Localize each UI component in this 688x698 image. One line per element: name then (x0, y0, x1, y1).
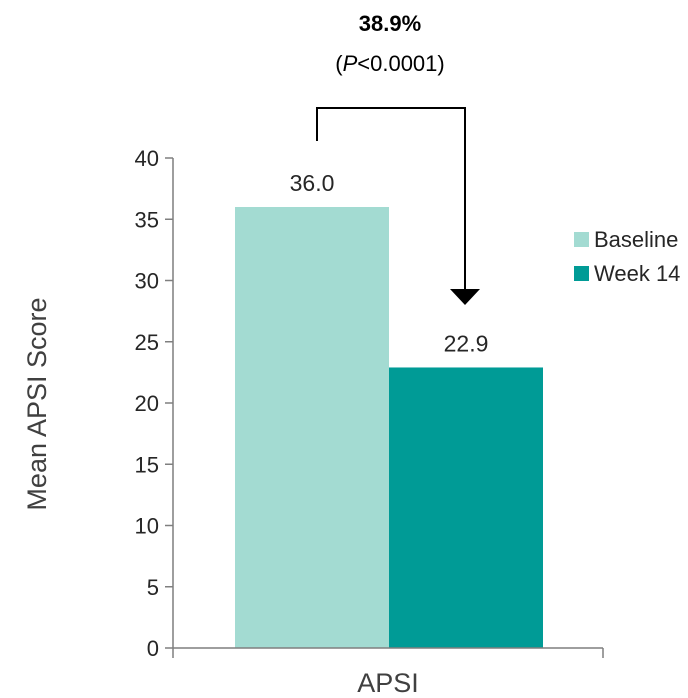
legend-swatch (574, 266, 589, 281)
y-tick-label: 20 (135, 391, 159, 416)
legend-label: Week 14 (594, 261, 680, 286)
y-tick-label: 40 (135, 146, 159, 171)
x-axis-label: APSI (357, 668, 419, 698)
annotation-p-value: (P<0.0001) (335, 51, 444, 76)
data-label: 22.9 (444, 330, 489, 356)
annotation-percent: 38.9% (359, 11, 421, 36)
y-axis-label: Mean APSI Score (22, 297, 52, 510)
y-tick-label: 10 (135, 514, 159, 539)
bar-baseline (235, 207, 389, 648)
annotation-bracket (316, 107, 466, 290)
y-tick-label: 0 (147, 636, 159, 661)
y-tick-label: 5 (147, 575, 159, 600)
y-tick-label: 30 (135, 269, 159, 294)
annotation-arrowhead (450, 289, 480, 305)
legend-label: Baseline (594, 227, 678, 252)
y-tick-label: 35 (135, 207, 159, 232)
legend-swatch (574, 232, 589, 247)
y-tick-label: 25 (135, 330, 159, 355)
y-tick-label: 15 (135, 452, 159, 477)
data-label: 36.0 (290, 170, 335, 196)
bar-week-14 (389, 367, 543, 648)
